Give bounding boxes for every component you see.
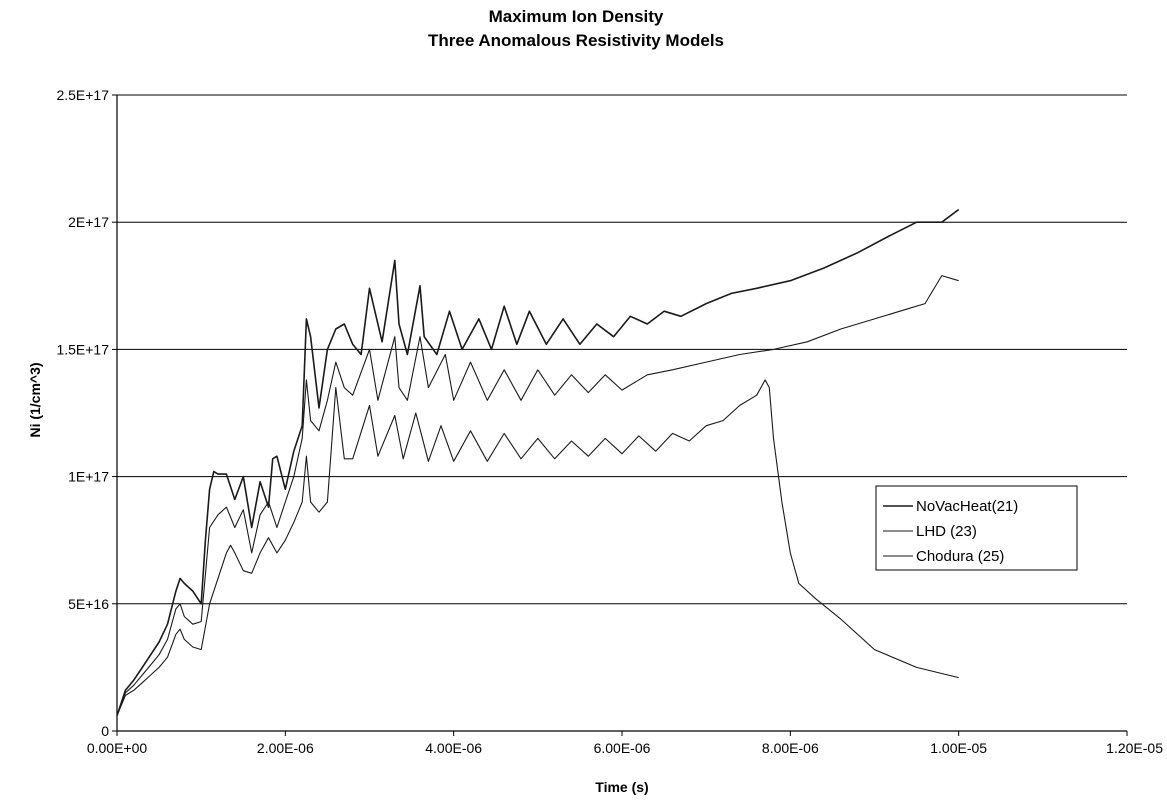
legend-label: Chodura (25) <box>916 548 1004 565</box>
x-tick-label: 1.20E-05 <box>1106 740 1163 756</box>
series-line-1 <box>116 208 960 716</box>
x-tick-label: 1.00E-05 <box>930 740 987 756</box>
chart-subtitle: Three Anomalous Resistivity Models <box>428 31 724 50</box>
x-tick-label: 8.00E-06 <box>762 740 819 756</box>
legend-label: LHD (23) <box>916 523 977 540</box>
y-tick-label: 1.5E+17 <box>56 341 109 357</box>
x-axis-label: Time (s) <box>595 779 648 795</box>
y-tick-label: 1E+17 <box>68 469 109 485</box>
y-tick-label: 5E+16 <box>68 596 109 612</box>
legend-label: NoVacHeat(21) <box>916 498 1018 515</box>
series-line-2 <box>116 275 959 716</box>
series-line-3 <box>116 379 959 716</box>
x-tick-label: 2.00E-06 <box>257 740 314 756</box>
y-tick-label: 2.5E+17 <box>56 87 109 103</box>
y-axis-label: Ni (1/cm^3) <box>27 362 43 437</box>
axes: 0 5E+16 1E+17 1.5E+17 2E+17 2.5E+17 0.00E+00 2.… <box>56 87 1163 756</box>
gridlines <box>117 94 1127 605</box>
y-tick-label: 2E+17 <box>68 214 109 230</box>
chart-title: Maximum Ion Density <box>489 7 664 26</box>
x-tick-label: 4.00E-06 <box>425 740 482 756</box>
x-tick-label: 6.00E-06 <box>594 740 651 756</box>
y-tick-label: 0 <box>101 723 109 739</box>
series-lines <box>116 208 960 716</box>
x-tick-label: 0.00E+00 <box>87 740 148 756</box>
legend: NoVacHeat(21) LHD (23) Chodura (25) <box>875 485 1078 571</box>
